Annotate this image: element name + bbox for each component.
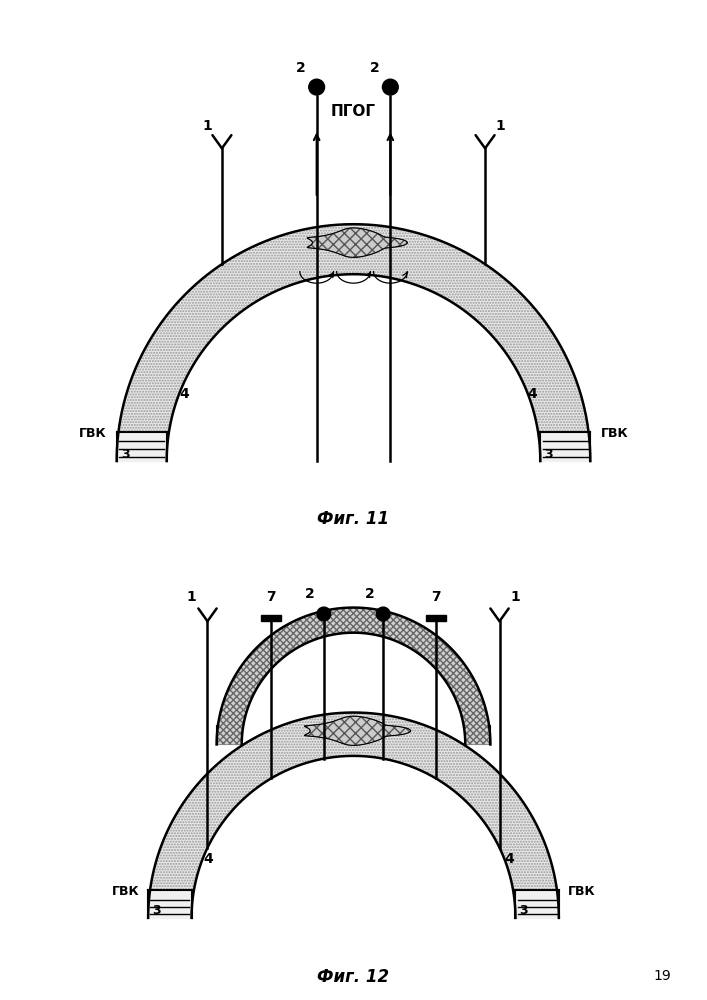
Text: Фиг. 11: Фиг. 11	[317, 510, 390, 528]
Polygon shape	[308, 228, 407, 257]
Polygon shape	[540, 432, 590, 461]
Text: 1: 1	[187, 590, 197, 604]
Text: 4: 4	[180, 387, 189, 401]
Bar	[426, 615, 445, 621]
Text: 1: 1	[495, 119, 505, 133]
Polygon shape	[117, 224, 590, 461]
Polygon shape	[148, 890, 192, 918]
Text: 4: 4	[527, 387, 537, 401]
Circle shape	[317, 607, 331, 621]
Bar	[262, 615, 281, 621]
Text: ПГОГ: ПГОГ	[331, 104, 376, 119]
Polygon shape	[515, 890, 559, 918]
Text: 2: 2	[365, 587, 374, 601]
Text: ГВК: ГВК	[78, 427, 106, 440]
Polygon shape	[216, 608, 491, 744]
Text: 2: 2	[370, 61, 380, 75]
Text: 2: 2	[305, 587, 315, 601]
Text: 7: 7	[267, 590, 276, 604]
Text: 19: 19	[654, 969, 672, 983]
Text: 3: 3	[519, 904, 527, 917]
Text: 2: 2	[296, 61, 305, 75]
Circle shape	[376, 607, 390, 621]
Text: 1: 1	[202, 119, 212, 133]
Text: ГВК: ГВК	[112, 885, 139, 898]
Polygon shape	[148, 713, 559, 918]
Text: 7: 7	[431, 590, 440, 604]
Text: Фиг. 12: Фиг. 12	[317, 968, 390, 986]
Text: 3: 3	[121, 448, 129, 461]
Text: 3: 3	[544, 448, 553, 461]
Text: ГВК: ГВК	[568, 885, 595, 898]
Text: 4: 4	[504, 852, 514, 866]
Polygon shape	[305, 716, 411, 745]
Circle shape	[309, 79, 325, 95]
Circle shape	[382, 79, 398, 95]
Text: 3: 3	[152, 904, 160, 917]
Text: ГВК: ГВК	[601, 427, 629, 440]
Text: 4: 4	[203, 852, 213, 866]
Text: 1: 1	[510, 590, 520, 604]
Polygon shape	[117, 432, 167, 461]
